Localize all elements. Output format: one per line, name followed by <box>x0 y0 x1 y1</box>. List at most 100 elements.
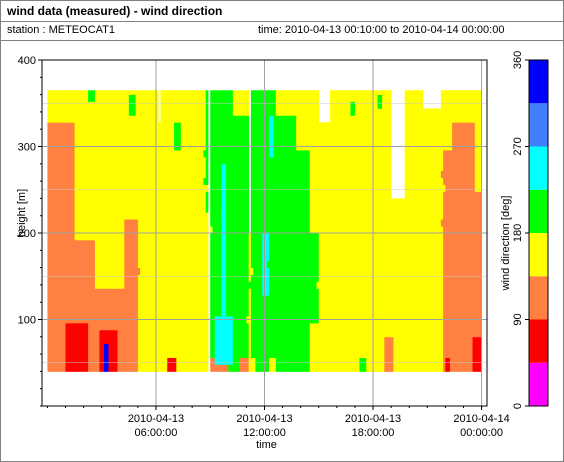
heatmap-cell <box>447 357 451 372</box>
heatmap-cell <box>58 90 62 123</box>
heatmap-cell <box>363 90 367 358</box>
x-axis: 2010-04-13 06:00:00 2010-04-13 12:00:00 2010… <box>46 406 510 439</box>
heatmap-cell <box>214 364 218 372</box>
heatmap-cell <box>307 149 311 372</box>
heatmap-cell <box>302 149 306 372</box>
heatmap-cell <box>131 94 134 116</box>
heatmap-cell <box>477 191 480 338</box>
heatmap-cell <box>345 90 349 372</box>
heatmap-cell <box>477 90 480 192</box>
info-bar: station : METEOCAT1 time: 2010-04-13 00:… <box>1 22 563 41</box>
x-tick-label-time: 00:00:00 <box>460 427 503 439</box>
heatmap-cell <box>343 90 347 372</box>
heatmap-cell <box>284 115 288 372</box>
heatmap-cell <box>101 288 105 331</box>
heatmap-cell <box>230 90 234 317</box>
heatmap-cell <box>269 357 272 372</box>
heatmap-cell <box>230 364 234 372</box>
heatmap-cell <box>88 90 91 102</box>
heatmap-cell <box>266 233 270 262</box>
heatmap-cell <box>174 122 177 151</box>
heatmap-cell <box>461 90 464 123</box>
heatmap-cell <box>434 108 437 372</box>
heatmap-cell <box>83 90 87 241</box>
heatmap-cell <box>110 288 114 331</box>
heatmap-cell <box>375 90 378 372</box>
heatmap-cell <box>293 115 297 372</box>
heatmap-cell <box>248 233 252 282</box>
heatmap-cell <box>108 329 112 372</box>
heatmap-cell <box>425 108 428 372</box>
heatmap-cell <box>269 115 272 158</box>
heatmap-cell <box>115 329 118 372</box>
heatmap-cell <box>103 288 107 331</box>
heatmap-cell <box>280 115 283 372</box>
heatmap-cell <box>336 90 340 372</box>
heatmap-cell <box>341 90 345 372</box>
heatmap-cell <box>65 90 69 123</box>
heatmap-cell <box>266 90 270 234</box>
heatmap-cell <box>212 90 216 358</box>
heatmap-cell <box>174 149 177 358</box>
heatmap-cell <box>219 316 222 365</box>
heatmap-cell <box>219 90 222 317</box>
heatmap-cell <box>406 90 410 372</box>
heatmap-cell <box>85 322 89 372</box>
heatmap-cell <box>379 90 383 95</box>
heatmap-cell <box>81 90 85 241</box>
heatmap-cell <box>314 322 317 372</box>
heatmap-cell <box>210 90 213 227</box>
heatmap-cell <box>309 233 313 324</box>
heatmap-cell <box>219 364 222 372</box>
heatmap-cell <box>81 239 85 324</box>
heatmap-cell <box>128 115 132 220</box>
heatmap-cell <box>296 149 299 372</box>
heatmap-cell <box>259 90 263 372</box>
heatmap-cell <box>477 336 480 372</box>
heatmap-cell <box>449 149 453 372</box>
heatmap-cell <box>327 122 331 372</box>
heatmap-cell <box>456 122 460 372</box>
heatmap-cell <box>302 90 306 151</box>
y-tick-label: 300 <box>18 142 36 154</box>
heatmap-cell <box>454 122 458 372</box>
heatmap-cell <box>379 94 383 109</box>
heatmap-cell <box>212 357 216 372</box>
colorbar-segment <box>529 60 548 104</box>
heatmap-cell <box>311 322 315 372</box>
heatmap-cell <box>58 122 62 372</box>
heatmap-cell <box>305 149 308 372</box>
heatmap-cell <box>271 357 274 372</box>
heatmap-cell <box>223 364 227 372</box>
heatmap-cell <box>357 90 360 372</box>
heatmap-cell <box>447 149 451 358</box>
heatmap-cell <box>226 90 229 317</box>
heatmap-cell <box>352 90 356 102</box>
heatmap-cell <box>250 357 254 372</box>
heatmap-cell <box>160 90 164 372</box>
heatmap-cell <box>90 90 94 102</box>
heatmap-cell <box>110 329 114 372</box>
heatmap-cell <box>237 115 241 372</box>
heatmap-cell <box>67 122 71 324</box>
heatmap-cell <box>131 115 134 220</box>
heatmap-cell <box>350 101 354 116</box>
heatmap-cell <box>239 115 243 358</box>
chart-title: wind data (measured) - wind direction <box>7 4 223 18</box>
colorbar-segment <box>529 103 548 147</box>
heatmap-cell <box>128 90 132 95</box>
heatmap-cell <box>74 90 78 241</box>
heatmap-cell <box>413 90 417 372</box>
heatmap-cell <box>474 90 478 192</box>
heatmap-cell <box>135 90 139 220</box>
colorbar-tick-label: 90 <box>512 313 524 325</box>
heatmap-cell <box>117 288 121 372</box>
heatmap-cell <box>205 184 209 192</box>
heatmap-cell <box>133 90 137 95</box>
heatmap-cell <box>133 94 137 116</box>
heatmap-cell <box>452 122 455 372</box>
heatmap-cell <box>244 115 247 358</box>
colorbar-tick-label: 270 <box>512 137 524 155</box>
heatmap-cell <box>262 295 265 372</box>
heatmap-cell <box>126 90 130 220</box>
